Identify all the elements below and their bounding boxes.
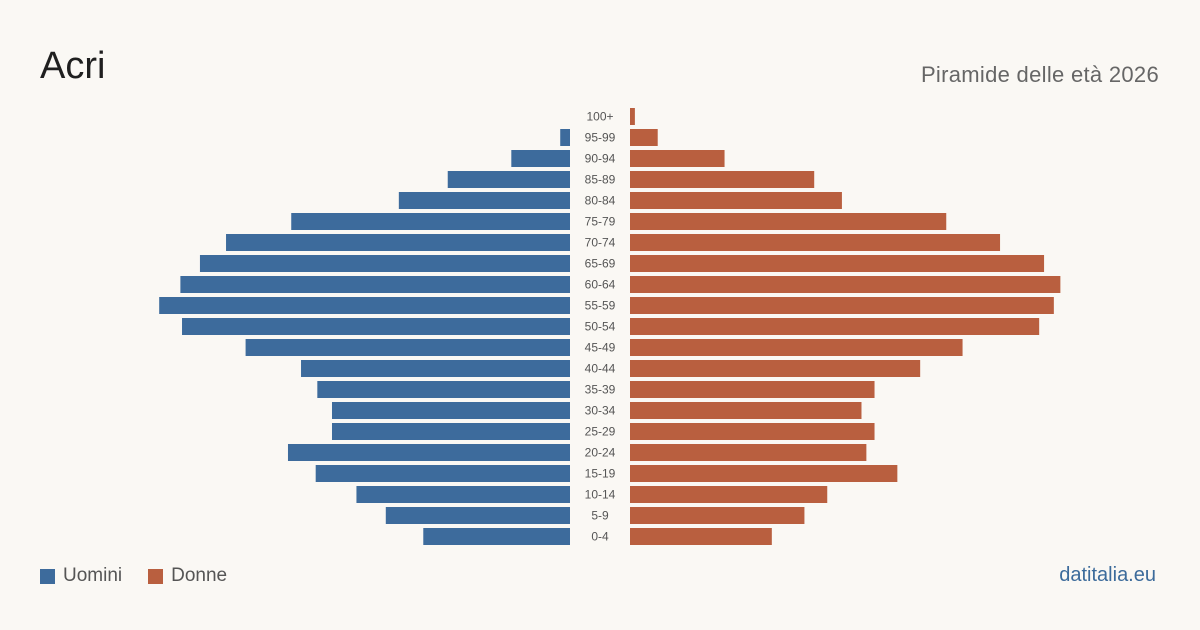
bar-women-10-14 [630,486,828,503]
bar-women-65-69 [630,255,1045,272]
bar-men-85-89 [447,171,570,188]
legend-swatch-women [148,568,164,584]
bar-women-60-64 [630,276,1061,293]
bar-men-60-64 [180,276,571,293]
bar-women-75-79 [630,213,947,230]
bar-men-65-69 [199,255,570,272]
bar-women-0-4 [630,528,772,545]
bar-men-75-79 [291,213,570,230]
age-label-45-49: 45-49 [585,341,616,355]
age-label-40-44: 40-44 [585,362,616,376]
bar-men-10-14 [356,486,570,503]
bar-men-90-94 [511,150,570,167]
bar-women-95-99 [630,129,658,146]
age-label-75-79: 75-79 [585,215,616,229]
bar-women-30-34 [630,402,862,419]
bar-men-95-99 [560,129,570,146]
legend-swatch-men [40,568,55,584]
bar-men-30-34 [331,402,570,419]
age-label-95-99: 95-99 [585,131,616,145]
bar-women-90-94 [630,150,725,167]
bar-women-85-89 [630,171,815,188]
bar-men-20-24 [287,444,570,461]
bar-men-55-59 [159,297,571,314]
bar-women-20-24 [630,444,867,461]
bar-women-5-9 [630,507,805,524]
bar-men-15-19 [315,465,570,482]
age-label-25-29: 25-29 [585,425,616,439]
age-label-5-9: 5-9 [591,509,609,523]
bar-women-80-84 [630,192,842,209]
legend-item-women: Donne [148,565,227,587]
chart-subtitle: Piramide delle età 2026 [920,62,1159,87]
legend: Uomini Donne [40,565,227,587]
bar-women-100+ [630,108,635,125]
age-label-70-74: 70-74 [585,236,616,250]
bar-women-50-54 [630,318,1040,335]
age-label-55-59: 55-59 [585,299,616,313]
age-label-30-34: 30-34 [585,404,616,418]
bar-women-25-29 [630,423,875,440]
bar-men-80-84 [398,192,570,209]
bar-men-45-49 [245,339,570,356]
bar-women-45-49 [630,339,963,356]
age-label-0-4: 0-4 [591,530,609,544]
legend-item-men: Uomini [40,565,122,587]
chart-title: Acri [40,45,106,87]
bar-men-50-54 [182,318,571,335]
bar-men-70-74 [226,234,570,251]
bar-men-5-9 [385,507,570,524]
legend-label-women: Donne [171,565,228,586]
age-label-15-19: 15-19 [585,467,616,481]
age-label-20-24: 20-24 [585,446,616,460]
age-label-80-84: 80-84 [585,194,616,208]
brand-link[interactable]: datitalia.eu [1059,564,1156,586]
bar-women-55-59 [630,297,1054,314]
bar-women-35-39 [630,381,875,398]
age-label-100+: 100+ [586,110,613,124]
age-label-50-54: 50-54 [585,320,616,334]
bar-women-15-19 [630,465,898,482]
bar-men-35-39 [317,381,570,398]
age-label-10-14: 10-14 [585,488,616,502]
age-label-60-64: 60-64 [585,278,616,292]
age-label-90-94: 90-94 [585,152,616,166]
legend-label-men: Uomini [63,565,123,586]
bar-women-70-74 [630,234,1001,251]
bar-women-40-44 [630,360,921,377]
bar-men-40-44 [301,360,570,377]
age-label-35-39: 35-39 [585,383,616,397]
age-label-85-89: 85-89 [585,173,616,187]
bar-men-0-4 [423,528,570,545]
age-label-65-69: 65-69 [585,257,616,271]
bar-men-25-29 [331,423,570,440]
